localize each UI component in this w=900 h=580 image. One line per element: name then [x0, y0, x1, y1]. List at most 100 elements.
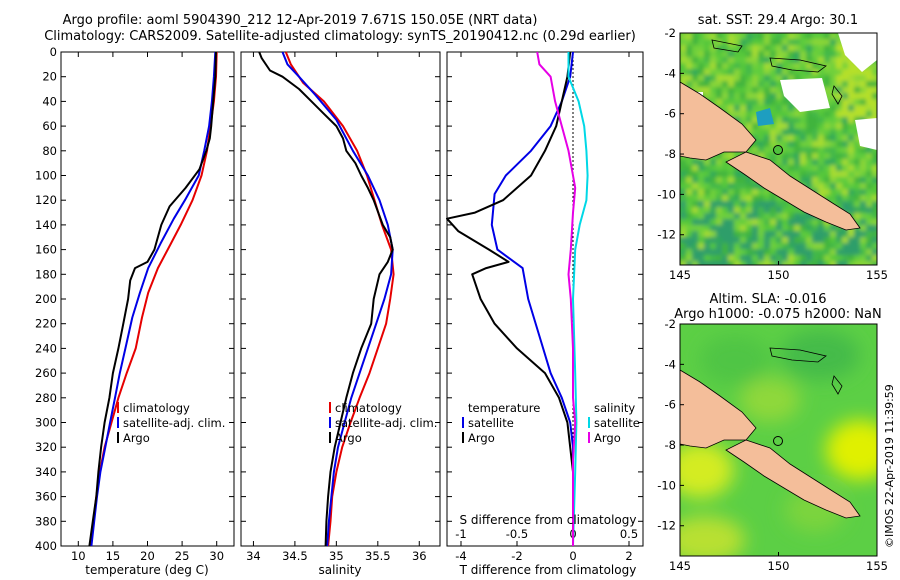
- sst-cell: [770, 129, 776, 135]
- x-tick-label: 34: [246, 549, 261, 563]
- sst-cell: [848, 123, 854, 129]
- sst-cell: [824, 69, 830, 75]
- sst-cell: [740, 201, 746, 207]
- sst-cell: [680, 159, 686, 165]
- sst-cell: [734, 237, 740, 243]
- sst-cell: [752, 237, 758, 243]
- sst-cell: [842, 69, 848, 75]
- sst-cell: [686, 261, 692, 265]
- sst-cell: [728, 81, 734, 87]
- cloud-gap: [838, 33, 877, 72]
- sst-cell: [692, 249, 698, 255]
- sst-cell: [800, 177, 806, 183]
- sst-cell: [854, 147, 860, 153]
- sst-cell: [740, 183, 746, 189]
- sst-cell: [716, 171, 722, 177]
- sst-cell: [788, 33, 794, 39]
- sst-cell: [716, 93, 722, 99]
- sst-cell: [722, 183, 728, 189]
- sst-cell: [866, 207, 872, 213]
- sst-cell: [788, 147, 794, 153]
- sst-cell: [836, 237, 842, 243]
- sst-cell: [806, 243, 812, 249]
- sst-cell: [788, 39, 794, 45]
- sst-cell: [866, 81, 872, 87]
- sst-cell: [728, 45, 734, 51]
- x-tick-label: 34.5: [282, 549, 308, 563]
- sst-cell: [776, 255, 782, 261]
- sst-cell: [776, 39, 782, 45]
- sst-cell: [866, 69, 872, 75]
- sst-cell: [734, 261, 740, 265]
- sst-cell: [800, 111, 806, 117]
- map-x-tick-label: 150: [768, 559, 790, 573]
- s-difference-xlabel: S difference from climatology: [460, 513, 637, 527]
- y-tick-label: 260: [35, 366, 57, 380]
- legend-satellite-label: satellite-adj. clim.: [335, 416, 437, 430]
- sst-cell: [812, 159, 818, 165]
- sst-cell: [776, 45, 782, 51]
- sst-cell: [854, 69, 860, 75]
- sst-cell: [866, 99, 872, 105]
- sst-cell: [752, 243, 758, 249]
- sst-cell: [872, 237, 877, 243]
- sst-cell: [776, 123, 782, 129]
- sst-cell: [776, 99, 782, 105]
- sst-cell: [776, 231, 782, 237]
- sst-cell: [872, 219, 877, 225]
- sst-cell: [824, 75, 830, 81]
- sst-cell: [734, 195, 740, 201]
- sst-cell: [704, 87, 710, 93]
- sst-cell: [698, 177, 704, 183]
- sst-cell: [854, 177, 860, 183]
- sst-cell: [686, 171, 692, 177]
- sst-cell: [692, 69, 698, 75]
- sst-cell: [788, 225, 794, 231]
- sst-cell: [800, 69, 806, 75]
- sst-cell: [704, 51, 710, 57]
- sst-cell: [818, 147, 824, 153]
- sst-cell: [722, 165, 728, 171]
- sst-cell: [842, 165, 848, 171]
- sst-cell: [782, 201, 788, 207]
- sst-cell: [722, 189, 728, 195]
- sst-cell: [836, 165, 842, 171]
- sst-cell: [824, 261, 830, 265]
- sst-cell: [812, 123, 818, 129]
- sst-cell: [800, 237, 806, 243]
- sst-cell: [686, 45, 692, 51]
- sst-cell: [716, 87, 722, 93]
- sst-cell: [692, 189, 698, 195]
- sst-cell: [842, 243, 848, 249]
- sst-cell: [806, 171, 812, 177]
- sst-cell: [860, 189, 866, 195]
- sst-cell: [860, 159, 866, 165]
- sst-cell: [860, 87, 866, 93]
- sst-cell: [854, 165, 860, 171]
- sst-cell: [770, 45, 776, 51]
- sst-cell: [824, 111, 830, 117]
- sst-cell: [824, 177, 830, 183]
- sst-cell: [830, 243, 836, 249]
- sst-cell: [716, 201, 722, 207]
- sst-cell: [794, 135, 800, 141]
- sst-cell: [758, 39, 764, 45]
- sst-cell: [848, 231, 854, 237]
- sst-cell: [818, 129, 824, 135]
- sst-cell: [860, 231, 866, 237]
- sst-cell: [734, 75, 740, 81]
- sst-cell: [686, 249, 692, 255]
- sst-cell: [770, 57, 776, 63]
- sst-cell: [698, 207, 704, 213]
- sst-cell: [770, 231, 776, 237]
- sst-cell: [710, 63, 716, 69]
- sst-cell: [704, 159, 710, 165]
- sst-cell: [836, 123, 842, 129]
- sst-cell: [812, 177, 818, 183]
- sst-cell: [782, 75, 788, 81]
- sst-cell: [680, 237, 686, 243]
- sst-cell: [800, 219, 806, 225]
- sst-cell: [734, 51, 740, 57]
- sst-cell: [692, 177, 698, 183]
- sst-cell: [860, 111, 866, 117]
